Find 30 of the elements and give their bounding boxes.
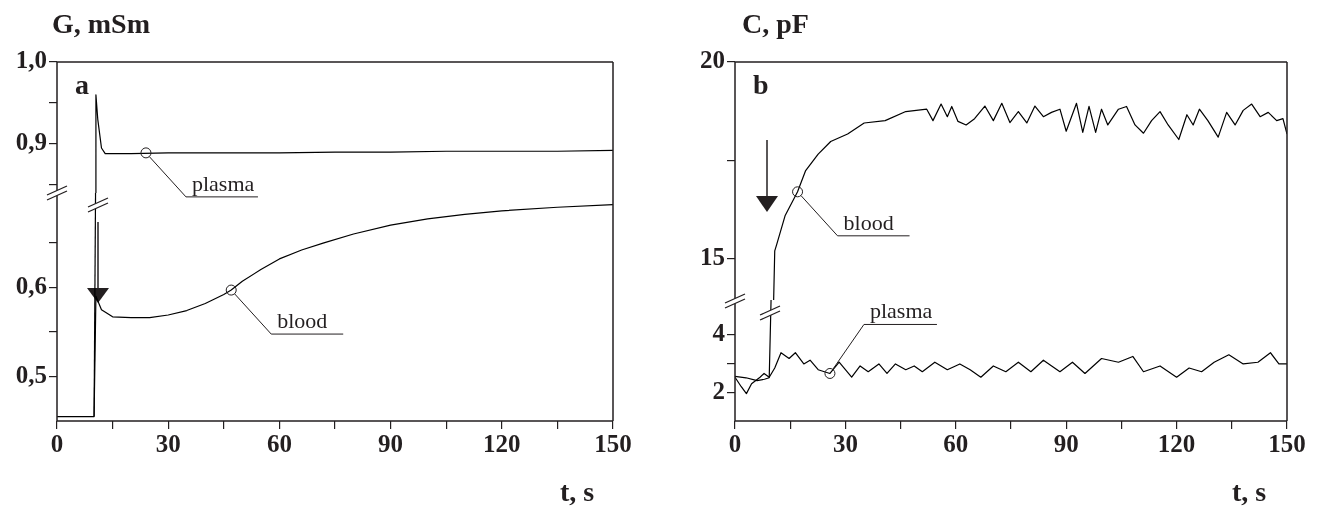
x-tick-label: 60 bbox=[266, 430, 292, 458]
annotation: plasma bbox=[869, 298, 933, 324]
x-tick-label: 150 bbox=[594, 430, 632, 458]
x-tick-label: 90 bbox=[1053, 430, 1079, 458]
x-axis-title: t, s bbox=[560, 476, 595, 508]
annotation: plasma bbox=[191, 170, 255, 196]
y-tick-label: 0,6 bbox=[15, 271, 47, 299]
x-tick-label: 60 bbox=[943, 430, 969, 458]
y-axis-title: G, mSm bbox=[52, 8, 150, 40]
y-tick-label: 15 bbox=[700, 243, 725, 271]
x-tick-label: 0 bbox=[728, 430, 742, 458]
y-tick-label: 4 bbox=[712, 319, 726, 347]
x-tick-label: 90 bbox=[378, 430, 404, 458]
y-tick-label: 20 bbox=[700, 46, 725, 74]
x-tick-label: 30 bbox=[155, 430, 181, 458]
x-tick-label: 0 bbox=[50, 430, 64, 458]
y-tick-label: 2 bbox=[712, 376, 725, 404]
annotation: blood bbox=[277, 308, 328, 334]
y-tick-label: 1,0 bbox=[15, 46, 47, 74]
annotation: blood bbox=[843, 209, 894, 235]
x-tick-label: 30 bbox=[832, 430, 858, 458]
y-tick-label: 0,5 bbox=[15, 360, 47, 388]
x-tick-label: 150 bbox=[1268, 430, 1306, 458]
annotation: b bbox=[753, 69, 769, 100]
x-tick-label: 120 bbox=[483, 430, 521, 458]
x-axis-title: t, s bbox=[1232, 476, 1267, 508]
y-axis-title: C, pF bbox=[742, 8, 809, 40]
annotation: a bbox=[75, 69, 89, 100]
x-tick-label: 120 bbox=[1157, 430, 1196, 458]
y-tick-label: 0,9 bbox=[15, 128, 47, 156]
